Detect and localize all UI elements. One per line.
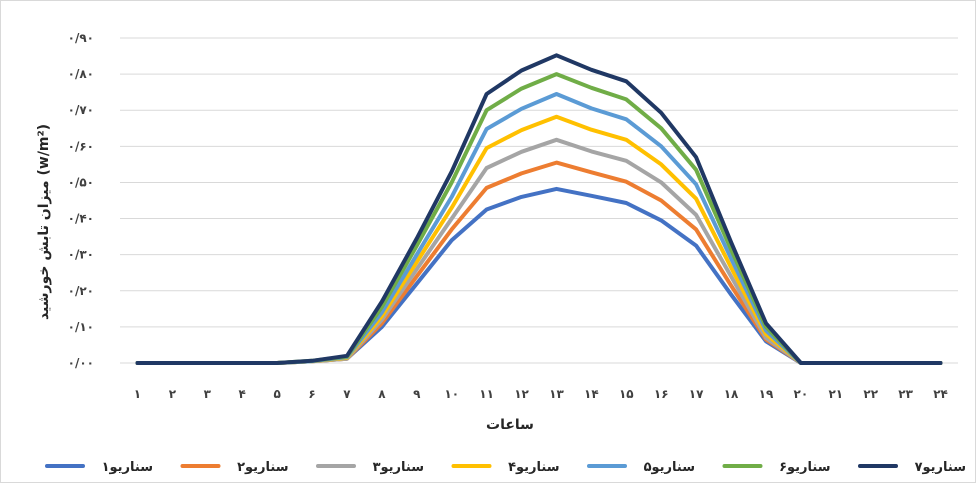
y-tick-label: ۰/۶۰ (68, 139, 94, 153)
y-tick-label: ۰/۵۰ (68, 175, 94, 189)
series-lines (135, 53, 943, 365)
x-tick-label: ۱۴ (584, 387, 599, 401)
x-tick-labels: ۱ ۲ ۳ ۴ ۵ ۶ ۷ ۸ ۹ ۱۰ ۱۱ ۱۲ ۱۳ ۱۴ ۱۵ ۱۶ ۱۷ ۱۸ ۱۹ ۲۰ ۲۱ ۲۲ ۲۳ ۲۴ (134, 387, 948, 401)
legend-label: سناریو۳ (373, 460, 424, 475)
x-tick-label: ۲۴ (933, 387, 948, 401)
y-tick-label: ۰/۷۰ (68, 103, 94, 117)
x-tick-label: ۷ (343, 387, 351, 401)
legend: سناریو۱ سناریو۲ سناریو۳ سناریو۴ سناریو۵ سناری… (45, 460, 966, 475)
x-tick-label: ۱۹ (759, 387, 774, 401)
y-tick-label: ۰/۰۰ (68, 356, 94, 370)
y-tick-label: ۰/۹۰ (68, 31, 94, 45)
x-tick-label: ۱۰ (444, 387, 459, 401)
x-tick-label: ۲ (169, 387, 177, 401)
x-tick-label: ۲۳ (898, 387, 913, 401)
x-tick-label: ۶ (308, 387, 315, 401)
legend-label: سناریو۶ (779, 460, 830, 475)
x-tick-label: ۵ (273, 387, 280, 401)
y-tick-label: ۰/۸۰ (68, 67, 94, 81)
y-axis-title: میزان تابش خورشید (w/m²) (36, 124, 52, 320)
series-line-7 (135, 53, 943, 365)
x-tick-label: ۱۷ (689, 387, 704, 401)
gridlines (120, 37, 958, 364)
y-tick-label: ۰/۳۰ (68, 248, 94, 262)
y-tick-label: ۰/۴۰ (68, 212, 94, 226)
x-tick-label: ۱ (134, 387, 141, 401)
x-tick-label: ۱۵ (619, 387, 634, 401)
x-tick-label: ۹ (413, 387, 421, 401)
x-tick-label: ۳ (204, 387, 212, 401)
legend-label: سناریو۱ (102, 460, 153, 475)
x-tick-label: ۲۰ (794, 387, 809, 401)
x-tick-label: ۱۶ (654, 387, 669, 401)
x-tick-label: ۴ (239, 387, 246, 401)
x-tick-label: ۱۳ (549, 387, 564, 401)
x-tick-label: ۲۲ (863, 387, 878, 401)
x-tick-label: ۱۲ (514, 387, 529, 401)
legend-label: سناریو۷ (915, 460, 966, 475)
y-tick-labels: ۰/۰۰ ۰/۱۰ ۰/۲۰ ۰/۳۰ ۰/۴۰ ۰/۵۰ ۰/۶۰ ۰/۷۰ ۰/۸۰ ۰/۹۰ (68, 31, 94, 370)
legend-label: سناریو۲ (237, 460, 288, 475)
y-tick-label: ۰/۱۰ (68, 320, 94, 334)
x-tick-label: ۱۸ (724, 387, 739, 401)
y-tick-label: ۰/۲۰ (68, 284, 94, 298)
x-tick-label: ۱۱ (479, 387, 494, 401)
legend-label: سناریو۵ (644, 460, 695, 475)
legend-label: سناریو۴ (508, 460, 559, 475)
x-axis-title: ساعات (486, 417, 534, 433)
x-tick-label: ۸ (378, 387, 386, 401)
x-tick-label: ۲۱ (828, 387, 843, 401)
